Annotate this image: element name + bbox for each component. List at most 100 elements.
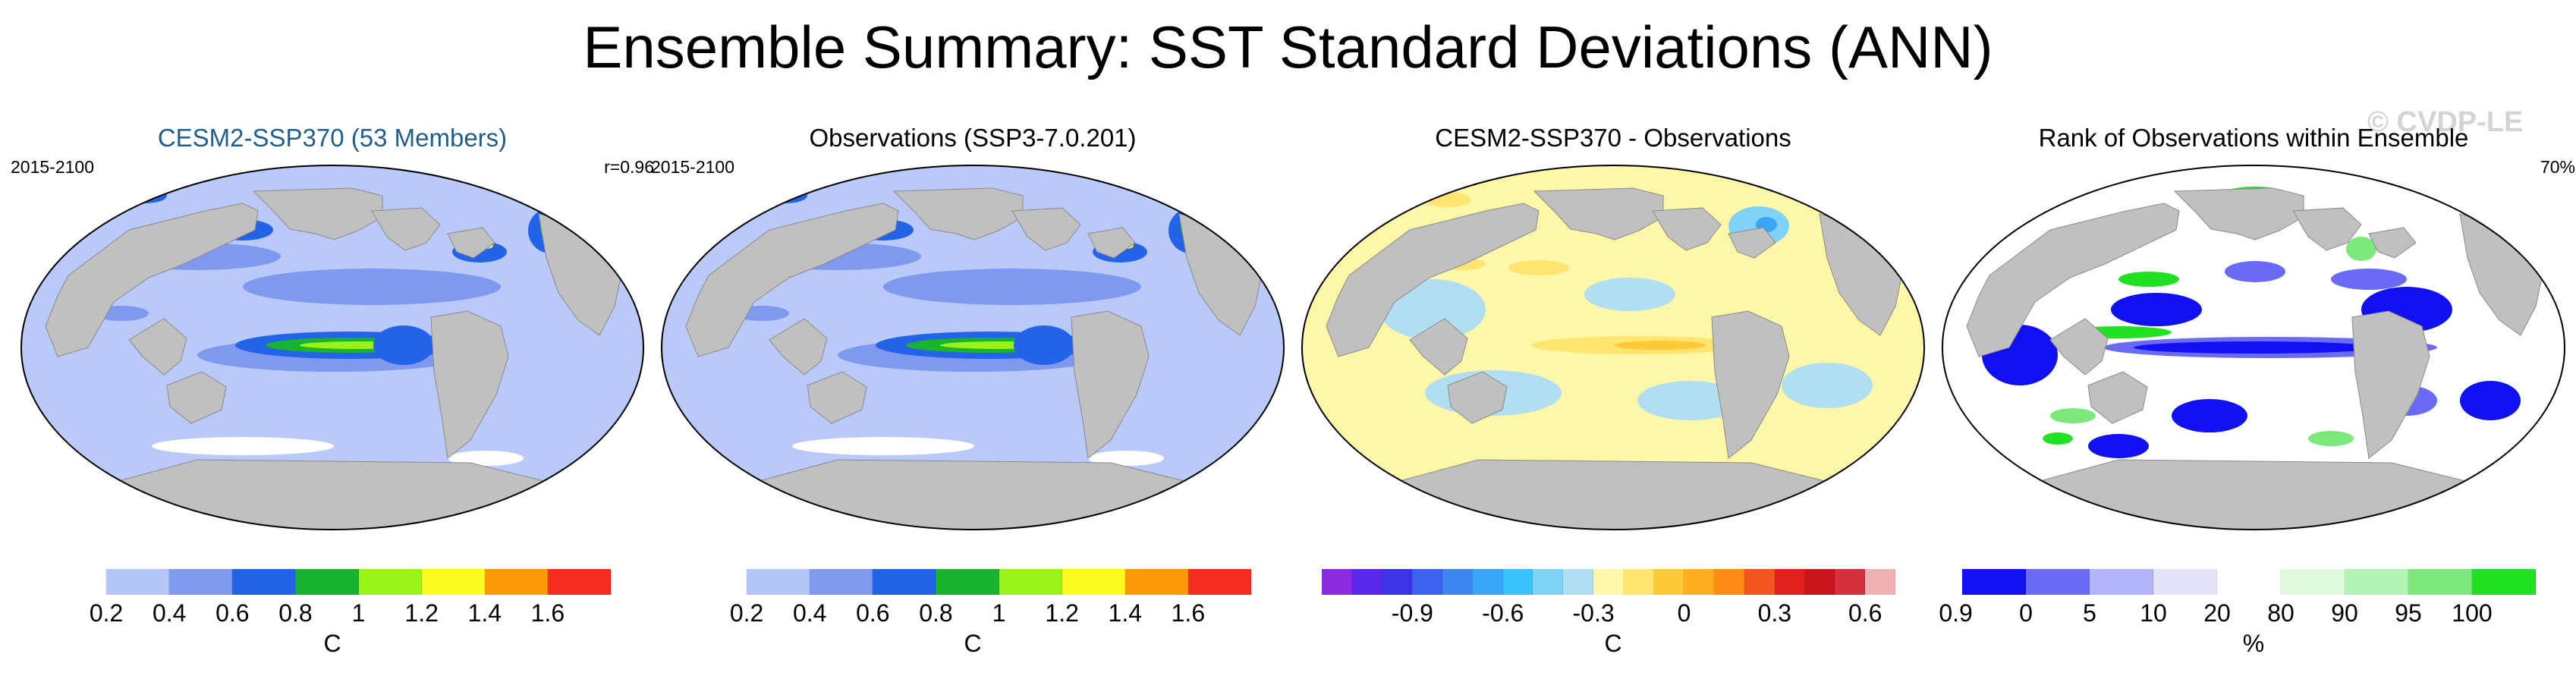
sst-anomaly-region bbox=[152, 437, 334, 455]
tick-label: -0.9 bbox=[1391, 599, 1433, 627]
pattern-correlation-label: r=0.96 bbox=[604, 157, 654, 177]
tick-label: 0.6 bbox=[215, 599, 250, 627]
colorbar-ticks: 0.2 0.4 0.6 0.8 1 1.2 1.4 1.6 bbox=[684, 599, 1251, 630]
colorbar-swatch bbox=[1472, 569, 1503, 595]
world-map bbox=[20, 164, 645, 531]
period-label: 2015-2100 bbox=[651, 157, 734, 177]
colorbar-swatch bbox=[1653, 569, 1684, 595]
sst-anomaly-region bbox=[448, 451, 524, 466]
colorbar-swatch bbox=[43, 569, 107, 595]
world-map bbox=[1301, 164, 1926, 531]
sst-anomaly-region bbox=[1508, 260, 1569, 275]
land-mass bbox=[2173, 187, 2304, 241]
colorbar-swatch bbox=[1774, 569, 1805, 595]
colorbar-swatch bbox=[1563, 569, 1594, 595]
tick-label: 0.2 bbox=[89, 599, 124, 627]
land-mass bbox=[2087, 371, 2148, 424]
tick-label: 90 bbox=[2331, 599, 2358, 627]
land-mass bbox=[685, 203, 899, 357]
tick-label: 10 bbox=[2140, 599, 2167, 627]
colorbar-swatch bbox=[358, 569, 422, 595]
colorbar-swatch bbox=[2217, 569, 2281, 595]
panel-title: Observations (SSP3-7.0.201) bbox=[809, 124, 1137, 152]
tick-label: 80 bbox=[2267, 599, 2294, 627]
colorbar-swatch bbox=[2472, 569, 2536, 595]
colorbar-swatch bbox=[1187, 569, 1251, 595]
colorbar-unit: C bbox=[323, 630, 341, 657]
tick-label: 1.4 bbox=[467, 599, 502, 627]
colorbar-swatch bbox=[684, 569, 747, 595]
colorbar-swatch bbox=[1322, 569, 1352, 595]
colorbar-swatch bbox=[1502, 569, 1533, 595]
map-content bbox=[1302, 165, 1924, 530]
sst-anomaly-region bbox=[792, 437, 974, 455]
colorbar-unit: % bbox=[2242, 630, 2265, 657]
tick-label: 1 bbox=[351, 599, 366, 627]
colorbar-swatch bbox=[169, 569, 233, 595]
colorbar-swatch bbox=[1533, 569, 1564, 595]
land-mass bbox=[1409, 318, 1468, 376]
colorbar-swatch bbox=[2153, 569, 2217, 595]
sst-anomaly-region bbox=[1637, 381, 1744, 420]
colorbar-swatch bbox=[1962, 569, 2026, 595]
colorbar-swatch bbox=[2281, 569, 2345, 595]
map-outline bbox=[20, 164, 645, 531]
tick-label: 1.6 bbox=[530, 599, 565, 627]
tick-label: 0.2 bbox=[729, 599, 764, 627]
land-mass bbox=[430, 310, 509, 459]
tick-label: 1.2 bbox=[1045, 599, 1079, 627]
land-mass bbox=[1711, 310, 1790, 459]
tick-label: -0.3 bbox=[1572, 599, 1615, 627]
colorbar-swatch bbox=[1442, 569, 1473, 595]
colorbar-swatch bbox=[2026, 569, 2090, 595]
tick-label: 0.8 bbox=[919, 599, 953, 627]
sst-anomaly-region bbox=[2134, 341, 2376, 354]
land-mass bbox=[2351, 310, 2430, 459]
tick-label: 95 bbox=[2395, 599, 2422, 627]
tick-label: 0.8 bbox=[278, 599, 313, 627]
panel-difference: CESM2-SSP370 - Observations -0.9 -0.6 -0.3… bbox=[1291, 114, 1973, 676]
sst-anomaly-region bbox=[1615, 341, 1706, 350]
land-mass bbox=[807, 371, 867, 424]
land-mass bbox=[45, 203, 259, 357]
colorbar-swatch bbox=[484, 569, 548, 595]
sst-anomaly-region bbox=[1088, 451, 1164, 466]
tick-label: 100 bbox=[2452, 599, 2493, 627]
colorbar-swatch bbox=[1382, 569, 1413, 595]
tick-label: 0 bbox=[1677, 599, 1691, 627]
land-mass bbox=[447, 227, 495, 259]
colorbar-swatch bbox=[999, 569, 1062, 595]
colorbar-swatch bbox=[1351, 569, 1382, 595]
tick-label: 0 bbox=[2019, 599, 2033, 627]
land-mass bbox=[166, 371, 227, 424]
colorbar-swatch bbox=[2345, 569, 2408, 595]
land-mass bbox=[1447, 371, 1508, 424]
panel-rank: Rank of Observations within Ensemble 70%… bbox=[1932, 114, 2575, 676]
colorbar-swatch bbox=[1593, 569, 1624, 595]
land-mass bbox=[252, 187, 383, 241]
world-map bbox=[660, 164, 1285, 531]
sst-anomaly-region bbox=[243, 269, 501, 305]
tick-label: 1 bbox=[992, 599, 1006, 627]
sst-anomaly-region bbox=[1584, 278, 1675, 311]
tick-label: 1.4 bbox=[1108, 599, 1143, 627]
tick-label: 0.3 bbox=[1757, 599, 1792, 627]
colorbar bbox=[1962, 569, 2536, 595]
colorbar-ticks: -0.9 -0.6 -0.3 0 0.3 0.6 0.9 bbox=[1322, 599, 1973, 630]
colorbar-swatch bbox=[2090, 569, 2153, 595]
map-content bbox=[21, 165, 643, 530]
tick-label: 0.4 bbox=[152, 599, 187, 627]
land-mass bbox=[1966, 203, 2180, 357]
colorbar-swatch bbox=[421, 569, 485, 595]
panel-title: CESM2-SSP370 - Observations bbox=[1435, 124, 1791, 152]
land-mass bbox=[1652, 207, 1722, 251]
colorbar-swatch bbox=[1835, 569, 1866, 595]
tick-label: 0.4 bbox=[792, 599, 827, 627]
colorbar-unit: C bbox=[964, 630, 982, 657]
sst-anomaly-region bbox=[2308, 431, 2354, 446]
land-mass bbox=[2292, 207, 2362, 251]
colorbar-swatch bbox=[1684, 569, 1715, 595]
colorbar-swatch bbox=[1744, 569, 1775, 595]
land-mass bbox=[2049, 318, 2109, 376]
tick-label: -0.6 bbox=[1482, 599, 1524, 627]
